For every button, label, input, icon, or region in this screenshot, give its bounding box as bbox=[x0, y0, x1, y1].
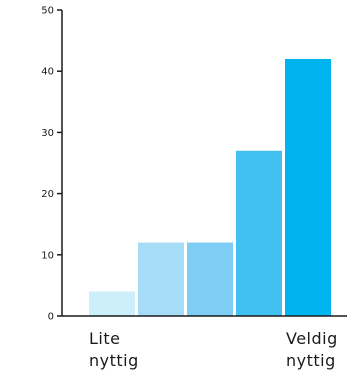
y-tick-label-40: 40 bbox=[41, 67, 54, 78]
scale-high-label-line-2: nyttig bbox=[286, 351, 336, 370]
bar-5 bbox=[285, 58, 331, 317]
scale-low-label-line-1: Lite bbox=[89, 329, 120, 348]
y-tick-label-10: 10 bbox=[41, 250, 54, 261]
y-tick-label-50: 50 bbox=[41, 6, 54, 17]
y-tick-label-30: 30 bbox=[41, 128, 54, 139]
scale-high-label-line-1: Veldig bbox=[286, 329, 338, 348]
y-tick-label-0: 0 bbox=[48, 312, 54, 323]
bar-3 bbox=[187, 242, 233, 316]
bar-4 bbox=[236, 150, 282, 316]
bar-1 bbox=[89, 291, 135, 316]
y-tick-label-20: 20 bbox=[41, 189, 54, 200]
bars-group bbox=[89, 58, 331, 317]
bar-2 bbox=[138, 242, 184, 316]
scale-low-label-line-2: nyttig bbox=[89, 351, 139, 370]
y-axis: 0 10 20 30 40 50 bbox=[41, 6, 63, 323]
